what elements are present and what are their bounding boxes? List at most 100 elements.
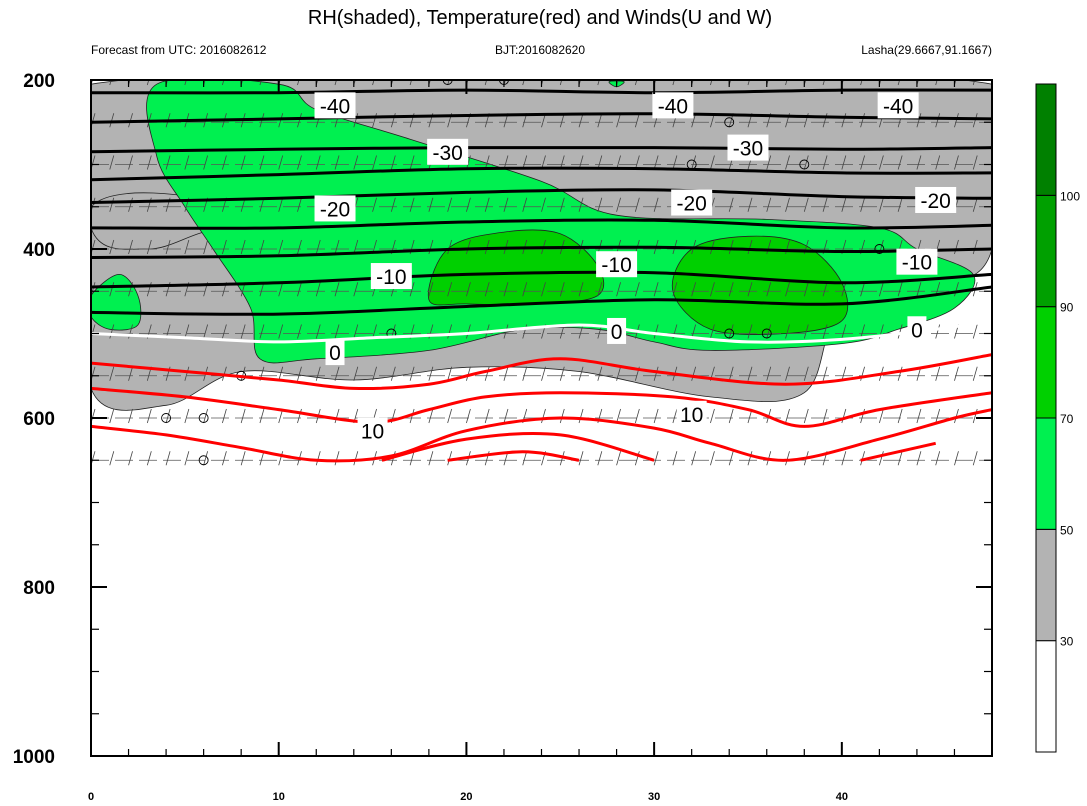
wind-barb-3-29: [634, 197, 640, 212]
wind-barb-1-41: [860, 113, 865, 128]
wind-barb-7-28: [616, 366, 621, 381]
wind-barb-7-20: [466, 366, 471, 381]
wind-barb-0-45: [935, 80, 938, 86]
wind-barb-0-31: [672, 80, 675, 86]
wind-barb-5-43: [897, 282, 903, 297]
wind-barb-7-34: [728, 366, 734, 381]
wind-barb-9-10: [278, 451, 284, 466]
wind-barb-8-40: [841, 408, 847, 424]
contour-label-box-13: [907, 316, 927, 343]
temp-contour-11: [91, 386, 992, 428]
wind-barb-5-35: [747, 282, 753, 297]
wind-barb-9-46: [954, 451, 959, 466]
wind-barb-2-4: [165, 155, 171, 170]
wind-barb-2-33: [710, 155, 715, 170]
wind-barb-2-38: [803, 155, 809, 170]
colorbar-box-4: [1035, 194, 1057, 308]
wind-barb-4-6: [203, 239, 209, 255]
wind-barb-4-3: [146, 239, 152, 255]
wind-barb-6-13: [334, 324, 340, 339]
temp-contour-1: [91, 112, 992, 124]
wind-barb-2-1: [109, 155, 115, 170]
wind-barb-9-41: [860, 451, 865, 466]
wind-barb-1-11: [297, 113, 302, 128]
wind-barb-0-8: [240, 80, 244, 86]
contour-label-box-7: [915, 186, 957, 213]
colorbar-tick-label-1: 50: [1060, 523, 1074, 537]
wind-barb-8-19: [447, 408, 453, 424]
wind-barb-2-10: [278, 155, 284, 170]
wind-barb-6-14: [353, 324, 359, 339]
wind-barb-6-11: [297, 324, 302, 339]
contour-label-box-10: [896, 248, 938, 275]
wind-barb-4-10: [278, 239, 284, 255]
wind-barb-5-24: [541, 282, 546, 297]
contour-label-1: -40: [658, 95, 688, 118]
contour-label-15: 10: [680, 404, 703, 427]
wind-barb-4-5: [184, 239, 190, 255]
wind-barb-0-37: [785, 80, 788, 86]
contour-label-box-5: [314, 195, 356, 222]
contour-label-box-3: [427, 138, 469, 165]
wind-barb-6-1: [109, 324, 115, 339]
wind-barb-5-40: [841, 282, 847, 297]
wind-barb-7-12: [315, 366, 321, 381]
wind-barb-5-30: [653, 282, 659, 297]
wind-barb-0-43: [897, 80, 900, 86]
wind-barb-7-38: [803, 366, 809, 381]
wind-barb-0-21: [484, 80, 488, 86]
wind-barb-0-28: [616, 80, 619, 86]
wind-barb-5-46: [954, 282, 959, 297]
wind-barb-2-12: [315, 155, 321, 170]
wind-barb-3-30: [653, 197, 659, 212]
calm-circle-0: [442, 80, 453, 85]
x-tick-label-2: 20: [460, 791, 472, 803]
wind-barb-6-33: [710, 324, 715, 339]
contour-label-2: -40: [883, 95, 913, 118]
wind-barb-9-29: [634, 451, 640, 466]
wind-barb-9-13: [334, 451, 340, 466]
contour-label-box-4: [727, 134, 769, 161]
wind-barb-2-13: [334, 155, 340, 170]
y-tick-label-2: 600: [23, 409, 55, 430]
wind-barb-9-34: [728, 451, 734, 466]
contour-label-box-6: [671, 189, 713, 216]
contour-label-6: -20: [676, 193, 706, 216]
wind-barb-0-38: [803, 80, 807, 86]
wind-barb-0-46: [954, 80, 957, 86]
wind-barb-9-42: [878, 451, 884, 466]
wind-barb-1-45: [935, 113, 941, 128]
wind-barb-8-8: [240, 408, 246, 424]
rh-region-2: [91, 273, 142, 331]
wind-barb-9-40: [841, 451, 847, 466]
wind-barb-9-35: [747, 451, 753, 466]
wind-barb-5-19: [447, 282, 453, 297]
wind-barb-9-7: [222, 451, 227, 466]
wind-barb-7-47: [972, 366, 978, 381]
wind-barb-0-32: [691, 80, 694, 86]
wind-barb-5-26: [578, 282, 584, 297]
wind-barb-0-44: [916, 80, 919, 86]
wind-barb-8-9: [259, 408, 265, 424]
calm-circle-7: [724, 328, 735, 339]
colorbar-box-5: [1035, 83, 1057, 196]
wind-barb-3-28: [616, 197, 621, 212]
wind-barb-8-18: [428, 408, 434, 424]
wind-barb-5-28: [616, 282, 621, 297]
wind-barb-6-30: [653, 324, 659, 339]
wind-barb-8-5: [184, 408, 190, 424]
wind-barb-6-35: [747, 324, 753, 339]
wind-barb-7-45: [935, 366, 941, 381]
y-tick-label-1: 400: [23, 240, 55, 261]
wind-barb-0-7: [222, 80, 225, 86]
wind-barb-2-46: [954, 155, 959, 170]
x-tick-label-4: 40: [836, 791, 848, 803]
wind-barb-0-35: [747, 80, 750, 86]
wind-barb-6-40: [841, 324, 847, 339]
contour-label-7: -20: [921, 190, 951, 213]
wind-barb-2-41: [860, 155, 865, 170]
wind-barb-0-42: [878, 80, 882, 86]
wind-barb-6-39: [822, 324, 828, 339]
wind-barb-9-4: [165, 451, 171, 466]
wind-barb-6-41: [860, 324, 865, 339]
